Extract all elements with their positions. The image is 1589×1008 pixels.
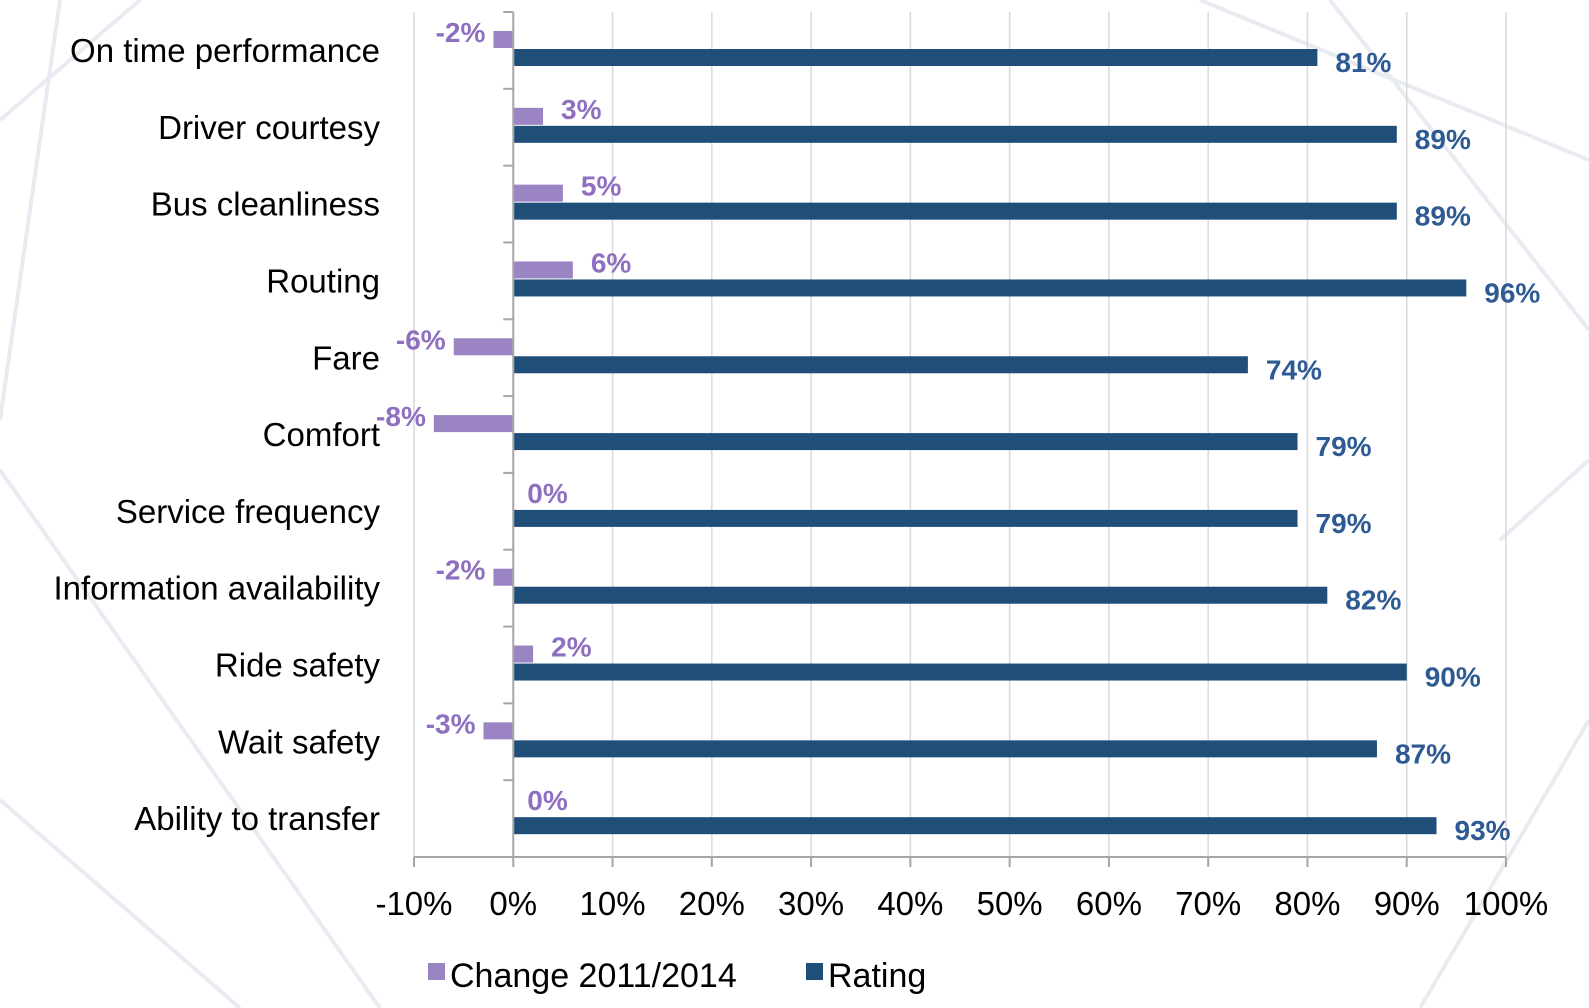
bar-change (483, 722, 514, 740)
bar-change (513, 184, 563, 202)
x-tick-label: 70% (1175, 885, 1241, 922)
category-label: Comfort (263, 416, 380, 453)
bar-change (493, 568, 514, 586)
data-label-change: 2% (551, 632, 592, 663)
bar-rating (513, 202, 1397, 220)
x-tick-label: 20% (679, 885, 745, 922)
x-tick-label: 100% (1464, 885, 1548, 922)
data-label-change: 6% (591, 247, 632, 278)
category-label: Bus cleanliness (151, 186, 380, 223)
data-label-rating: 89% (1415, 201, 1471, 232)
background-line (1498, 458, 1589, 542)
bars (433, 31, 1467, 835)
category-label: Ride safety (215, 647, 381, 684)
x-tick-label: 0% (489, 885, 537, 922)
data-label-rating: 82% (1345, 585, 1401, 616)
data-label-rating: 81% (1335, 47, 1391, 78)
bar-change (513, 261, 573, 279)
data-label-rating: 79% (1316, 508, 1372, 539)
axes: -10% 0% 10% 20% 30% 40% 50% 60% 70% 80% 90% 100% (375, 11, 1548, 922)
background-line (1328, 0, 1589, 332)
x-tick-label: 10% (580, 885, 646, 922)
bar-rating (513, 586, 1328, 604)
x-tick-label: 40% (877, 885, 943, 922)
data-label-change: 0% (527, 785, 568, 816)
bar-change (493, 31, 514, 48)
category-label: On time performance (70, 32, 380, 69)
background-line (1199, 0, 1589, 162)
bar-rating (513, 279, 1467, 297)
x-tick-label: 50% (977, 885, 1043, 922)
category-label: Fare (312, 339, 380, 376)
bar-change (513, 645, 534, 663)
data-label-change: -8% (376, 401, 426, 432)
x-tick-label: 80% (1274, 885, 1340, 922)
legend-swatch (428, 963, 445, 980)
bar-rating (513, 663, 1407, 681)
background-line (0, 468, 382, 1008)
category-label: Information availability (54, 570, 381, 607)
data-label-change: -6% (396, 324, 446, 355)
data-label-rating: 93% (1455, 815, 1511, 846)
background-line (1418, 718, 1589, 1008)
bar-change (453, 338, 514, 356)
data-label-change: -2% (436, 555, 486, 586)
data-label-change: -3% (426, 708, 476, 739)
bar-rating (513, 817, 1437, 835)
legend: Change 2011/2014 Rating (428, 957, 926, 995)
x-tick-label: 30% (778, 885, 844, 922)
bar-change (513, 107, 544, 125)
data-label-rating: 87% (1395, 738, 1451, 769)
data-label-rating: 79% (1316, 431, 1372, 462)
data-label-change: -2% (436, 17, 486, 48)
legend-label: Rating (828, 957, 926, 995)
legend-label: Change 2011/2014 (450, 957, 737, 995)
x-tick-label: 90% (1374, 885, 1440, 922)
bar-rating (513, 740, 1377, 758)
data-label-rating: 74% (1266, 354, 1322, 385)
bar-rating (513, 356, 1248, 374)
data-label-change: 0% (527, 478, 568, 509)
legend-swatch (806, 963, 823, 980)
background-line (0, 0, 62, 421)
category-label: Service frequency (116, 493, 381, 530)
x-tick-label: 60% (1076, 885, 1142, 922)
data-label-rating: 89% (1415, 124, 1471, 155)
bar-rating (513, 509, 1298, 527)
category-label: Routing (266, 262, 380, 299)
bar-rating (513, 125, 1397, 143)
category-label: Driver courtesy (158, 109, 380, 146)
background-line (0, 0, 142, 122)
labels: -2% 81% On time performance 3% 89% Driver cou… (54, 17, 1541, 846)
bar-change (433, 415, 514, 433)
x-tick-label: -10% (375, 885, 452, 922)
bar-rating (513, 433, 1298, 451)
category-label: Wait safety (218, 723, 380, 760)
category-label: Ability to transfer (134, 800, 380, 837)
data-label-rating: 96% (1484, 277, 1540, 308)
background-line (0, 798, 242, 1008)
data-label-rating: 90% (1425, 662, 1481, 693)
bar-rating (513, 49, 1318, 66)
data-label-change: 5% (581, 171, 622, 202)
data-label-change: 3% (561, 94, 602, 125)
